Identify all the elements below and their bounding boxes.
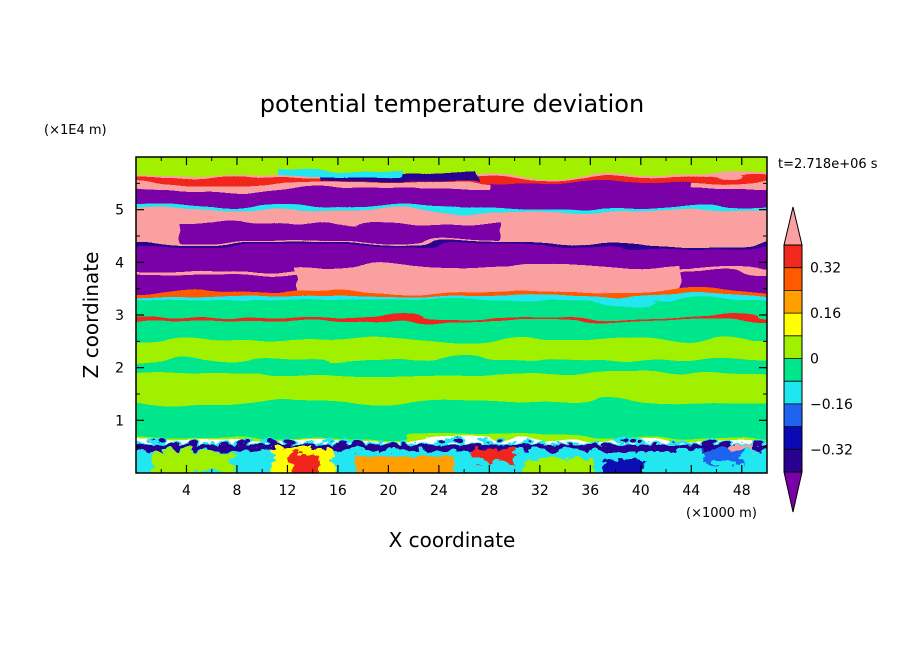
colorbar-tick-label: −0.16: [810, 397, 853, 413]
field-layer: [136, 292, 767, 298]
x-tick-label: 44: [682, 483, 700, 499]
x-tick-label: 32: [531, 483, 549, 499]
field-layer: [136, 300, 767, 320]
colorbar: 0.32 0.16 0 −0.16 −0.32: [783, 206, 853, 513]
field-layer: [150, 448, 230, 470]
field-layer: [280, 168, 400, 176]
colorbar-segment: [784, 426, 802, 450]
field-layer: [300, 266, 680, 296]
x-tick-label: 36: [581, 483, 599, 499]
colorbar-segment: [784, 335, 802, 359]
colorbar-segment: [784, 403, 802, 427]
colorbar-segment: [784, 313, 802, 336]
colorbar-tick-label: 0.16: [810, 306, 841, 322]
y-tick-label: 3: [115, 308, 124, 324]
field-layer: [136, 296, 767, 302]
colorbar-segment: [784, 245, 802, 268]
heatmap-field: [136, 157, 767, 473]
time-label: t=2.718e+06 s: [778, 157, 878, 172]
colorbar-tick-label: −0.32: [810, 442, 853, 458]
colorbar-tick-label: 0.32: [810, 261, 841, 277]
chart-title: potential temperature deviation: [260, 90, 644, 118]
field-layer: [350, 452, 450, 473]
x-tick-label: 20: [379, 483, 397, 499]
x-axis: 4 8 12 16 20 24 28 32 36 40 44 48: [160, 157, 751, 499]
x-tick-label: 8: [232, 483, 241, 499]
x-axis-label: X coordinate: [389, 528, 516, 552]
y-unit-label: (×1E4 m): [44, 123, 107, 138]
colorbar-max-triangle: [783, 206, 803, 246]
x-tick-label: 28: [480, 483, 498, 499]
colorbar-segment: [784, 290, 802, 314]
field-layer: [136, 318, 767, 321]
colorbar-segment: [784, 381, 802, 404]
field-layer: [136, 321, 767, 343]
y-axis-label: Z coordinate: [79, 252, 103, 379]
field-layer: [730, 440, 750, 448]
field-layer: [136, 190, 767, 210]
y-tick-label: 1: [115, 413, 124, 429]
x-tick-label: 48: [733, 483, 751, 499]
field-layer: [288, 450, 314, 473]
field-layer: [600, 456, 640, 473]
field-layer: [520, 455, 590, 473]
x-tick-label: 4: [182, 483, 191, 499]
y-tick-label: 2: [115, 361, 124, 377]
colorbar-segment: [784, 449, 802, 472]
field-layer: [320, 172, 480, 182]
y-tick-label: 4: [115, 255, 124, 271]
x-unit-label: (×1000 m): [686, 506, 757, 521]
y-tick-label: 5: [115, 203, 124, 219]
field-layer: [136, 360, 767, 374]
y-axis: 1 2 3 4 5: [115, 182, 767, 448]
colorbar-min-triangle: [783, 471, 803, 513]
colorbar-segment: [784, 267, 802, 291]
field-layer: [180, 222, 500, 242]
x-tick-label: 12: [279, 483, 297, 499]
x-tick-label: 24: [430, 483, 448, 499]
field-layer: [136, 440, 767, 447]
field-layer: [470, 445, 510, 459]
field-layer: [136, 207, 767, 211]
colorbar-segment: [784, 358, 802, 382]
field-layer: [136, 244, 767, 248]
x-tick-label: 16: [329, 483, 347, 499]
x-tick-label: 40: [632, 483, 650, 499]
field-layer: [136, 402, 767, 438]
colorbar-tick-label: 0: [810, 352, 819, 368]
field-layer: [700, 446, 740, 460]
